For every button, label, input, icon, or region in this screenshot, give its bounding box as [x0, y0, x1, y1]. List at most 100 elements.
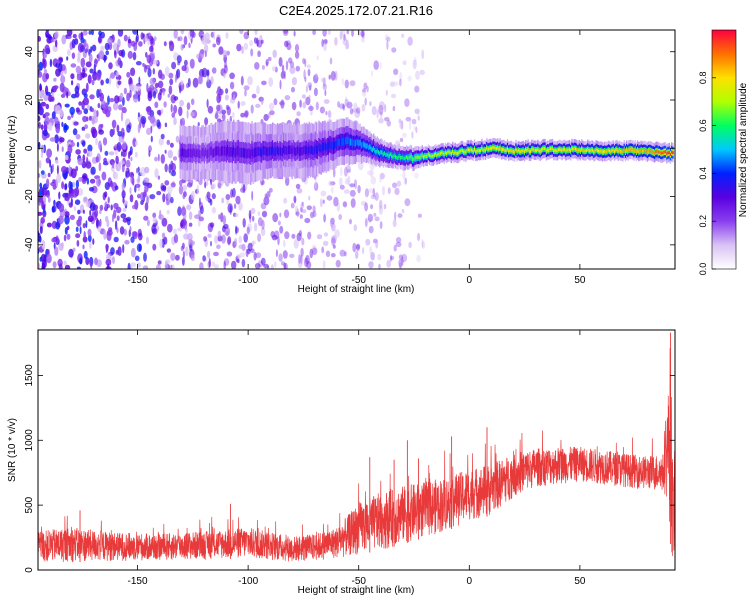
noise-speck	[240, 101, 246, 106]
noise-speck	[227, 237, 231, 246]
noise-speck	[181, 218, 187, 226]
noise-speck	[367, 213, 374, 222]
noise-speck	[98, 30, 102, 36]
ridge-cell	[452, 149, 454, 153]
noise-speck	[134, 255, 140, 262]
noise-speck	[54, 31, 59, 40]
noise-speck	[49, 137, 56, 142]
noise-speck	[51, 96, 55, 102]
ridge-cell	[488, 147, 490, 151]
ridge-cell	[523, 150, 526, 154]
ridge-cell	[594, 149, 596, 153]
noise-speck	[344, 79, 349, 89]
ridge-cell	[366, 143, 369, 149]
noise-speck	[341, 77, 344, 86]
noise-speck	[98, 50, 105, 60]
noise-speck	[160, 133, 165, 140]
noise-speck	[66, 225, 70, 231]
noise-speck	[360, 200, 367, 206]
noise-speck	[364, 97, 367, 106]
noise-speck	[137, 90, 141, 96]
ridge-cell	[528, 149, 531, 153]
noise-speck	[138, 41, 143, 47]
noise-speck	[142, 265, 149, 269]
noise-speck	[384, 34, 389, 41]
ridge-cell	[254, 147, 257, 157]
ridge-cell	[476, 149, 478, 153]
noise-speck	[190, 190, 195, 200]
noise-speck	[349, 183, 356, 188]
noise-speck	[269, 102, 275, 111]
noise-speck	[330, 186, 334, 194]
noise-speck	[114, 185, 119, 191]
noise-speck	[308, 195, 311, 201]
noise-speck	[339, 30, 343, 40]
noise-speck	[85, 82, 89, 92]
noise-speck	[179, 99, 185, 107]
noise-speck	[289, 253, 295, 258]
noise-speck	[216, 89, 222, 95]
noise-speck	[283, 209, 290, 219]
ridge-cell	[304, 146, 307, 155]
ridge-cell	[431, 154, 433, 158]
noise-speck	[146, 219, 150, 227]
noise-speck	[43, 69, 48, 74]
noise-speck	[142, 62, 145, 67]
noise-speck	[135, 61, 142, 66]
noise-speck	[328, 180, 333, 187]
ridge-cell	[450, 152, 453, 156]
ridge-cell	[357, 139, 359, 146]
noise-speck	[58, 203, 65, 213]
noise-speck	[229, 72, 236, 80]
noise-speck	[368, 188, 374, 193]
spectrogram-x-ticks: -150 -100 -50 0 50	[128, 30, 586, 286]
ridge-cell	[472, 149, 475, 153]
noise-speck	[72, 33, 77, 39]
noise-speck	[375, 239, 379, 249]
noise-speck	[402, 60, 407, 66]
noise-speck	[175, 135, 180, 143]
noise-speck	[370, 176, 377, 185]
y-tick-label: 0	[24, 567, 35, 573]
noise-speck	[282, 250, 288, 259]
noise-speck	[156, 119, 161, 128]
noise-speck	[95, 137, 98, 146]
noise-speck	[401, 33, 405, 38]
ridge-cell	[643, 149, 645, 153]
noise-speck	[365, 238, 371, 246]
noise-speck	[417, 213, 422, 218]
noise-speck	[97, 226, 101, 233]
ridge-cell	[246, 149, 248, 159]
ridge-cell	[402, 155, 404, 160]
ridge-cell	[330, 141, 332, 149]
noise-speck	[408, 120, 412, 130]
noise-speck	[268, 187, 273, 193]
noise-speck	[404, 198, 411, 207]
noise-speck	[75, 65, 82, 74]
noise-speck	[99, 209, 102, 215]
noise-speck	[226, 106, 231, 116]
noise-speck	[130, 67, 136, 77]
ridge-cell	[213, 148, 216, 158]
ridge-cell	[432, 154, 434, 158]
noise-speck	[271, 66, 277, 72]
noise-speck	[81, 72, 88, 78]
noise-speck	[196, 184, 199, 195]
ridge-cell	[531, 147, 533, 151]
noise-speck	[349, 218, 352, 225]
ridge-cell	[392, 155, 394, 159]
ridge-cell	[618, 148, 621, 152]
noise-speck	[129, 225, 132, 232]
noise-speck	[107, 263, 110, 269]
ridge-cell	[480, 148, 482, 152]
noise-speck	[70, 73, 75, 80]
noise-speck	[156, 190, 162, 196]
noise-speck	[107, 95, 110, 105]
noise-speck	[295, 65, 300, 72]
noise-speck	[70, 168, 77, 179]
ridge-cell	[441, 151, 443, 155]
noise-speck	[284, 40, 289, 48]
ridge-cell	[566, 148, 568, 152]
noise-speck	[89, 94, 95, 100]
ridge-cell	[587, 147, 589, 151]
